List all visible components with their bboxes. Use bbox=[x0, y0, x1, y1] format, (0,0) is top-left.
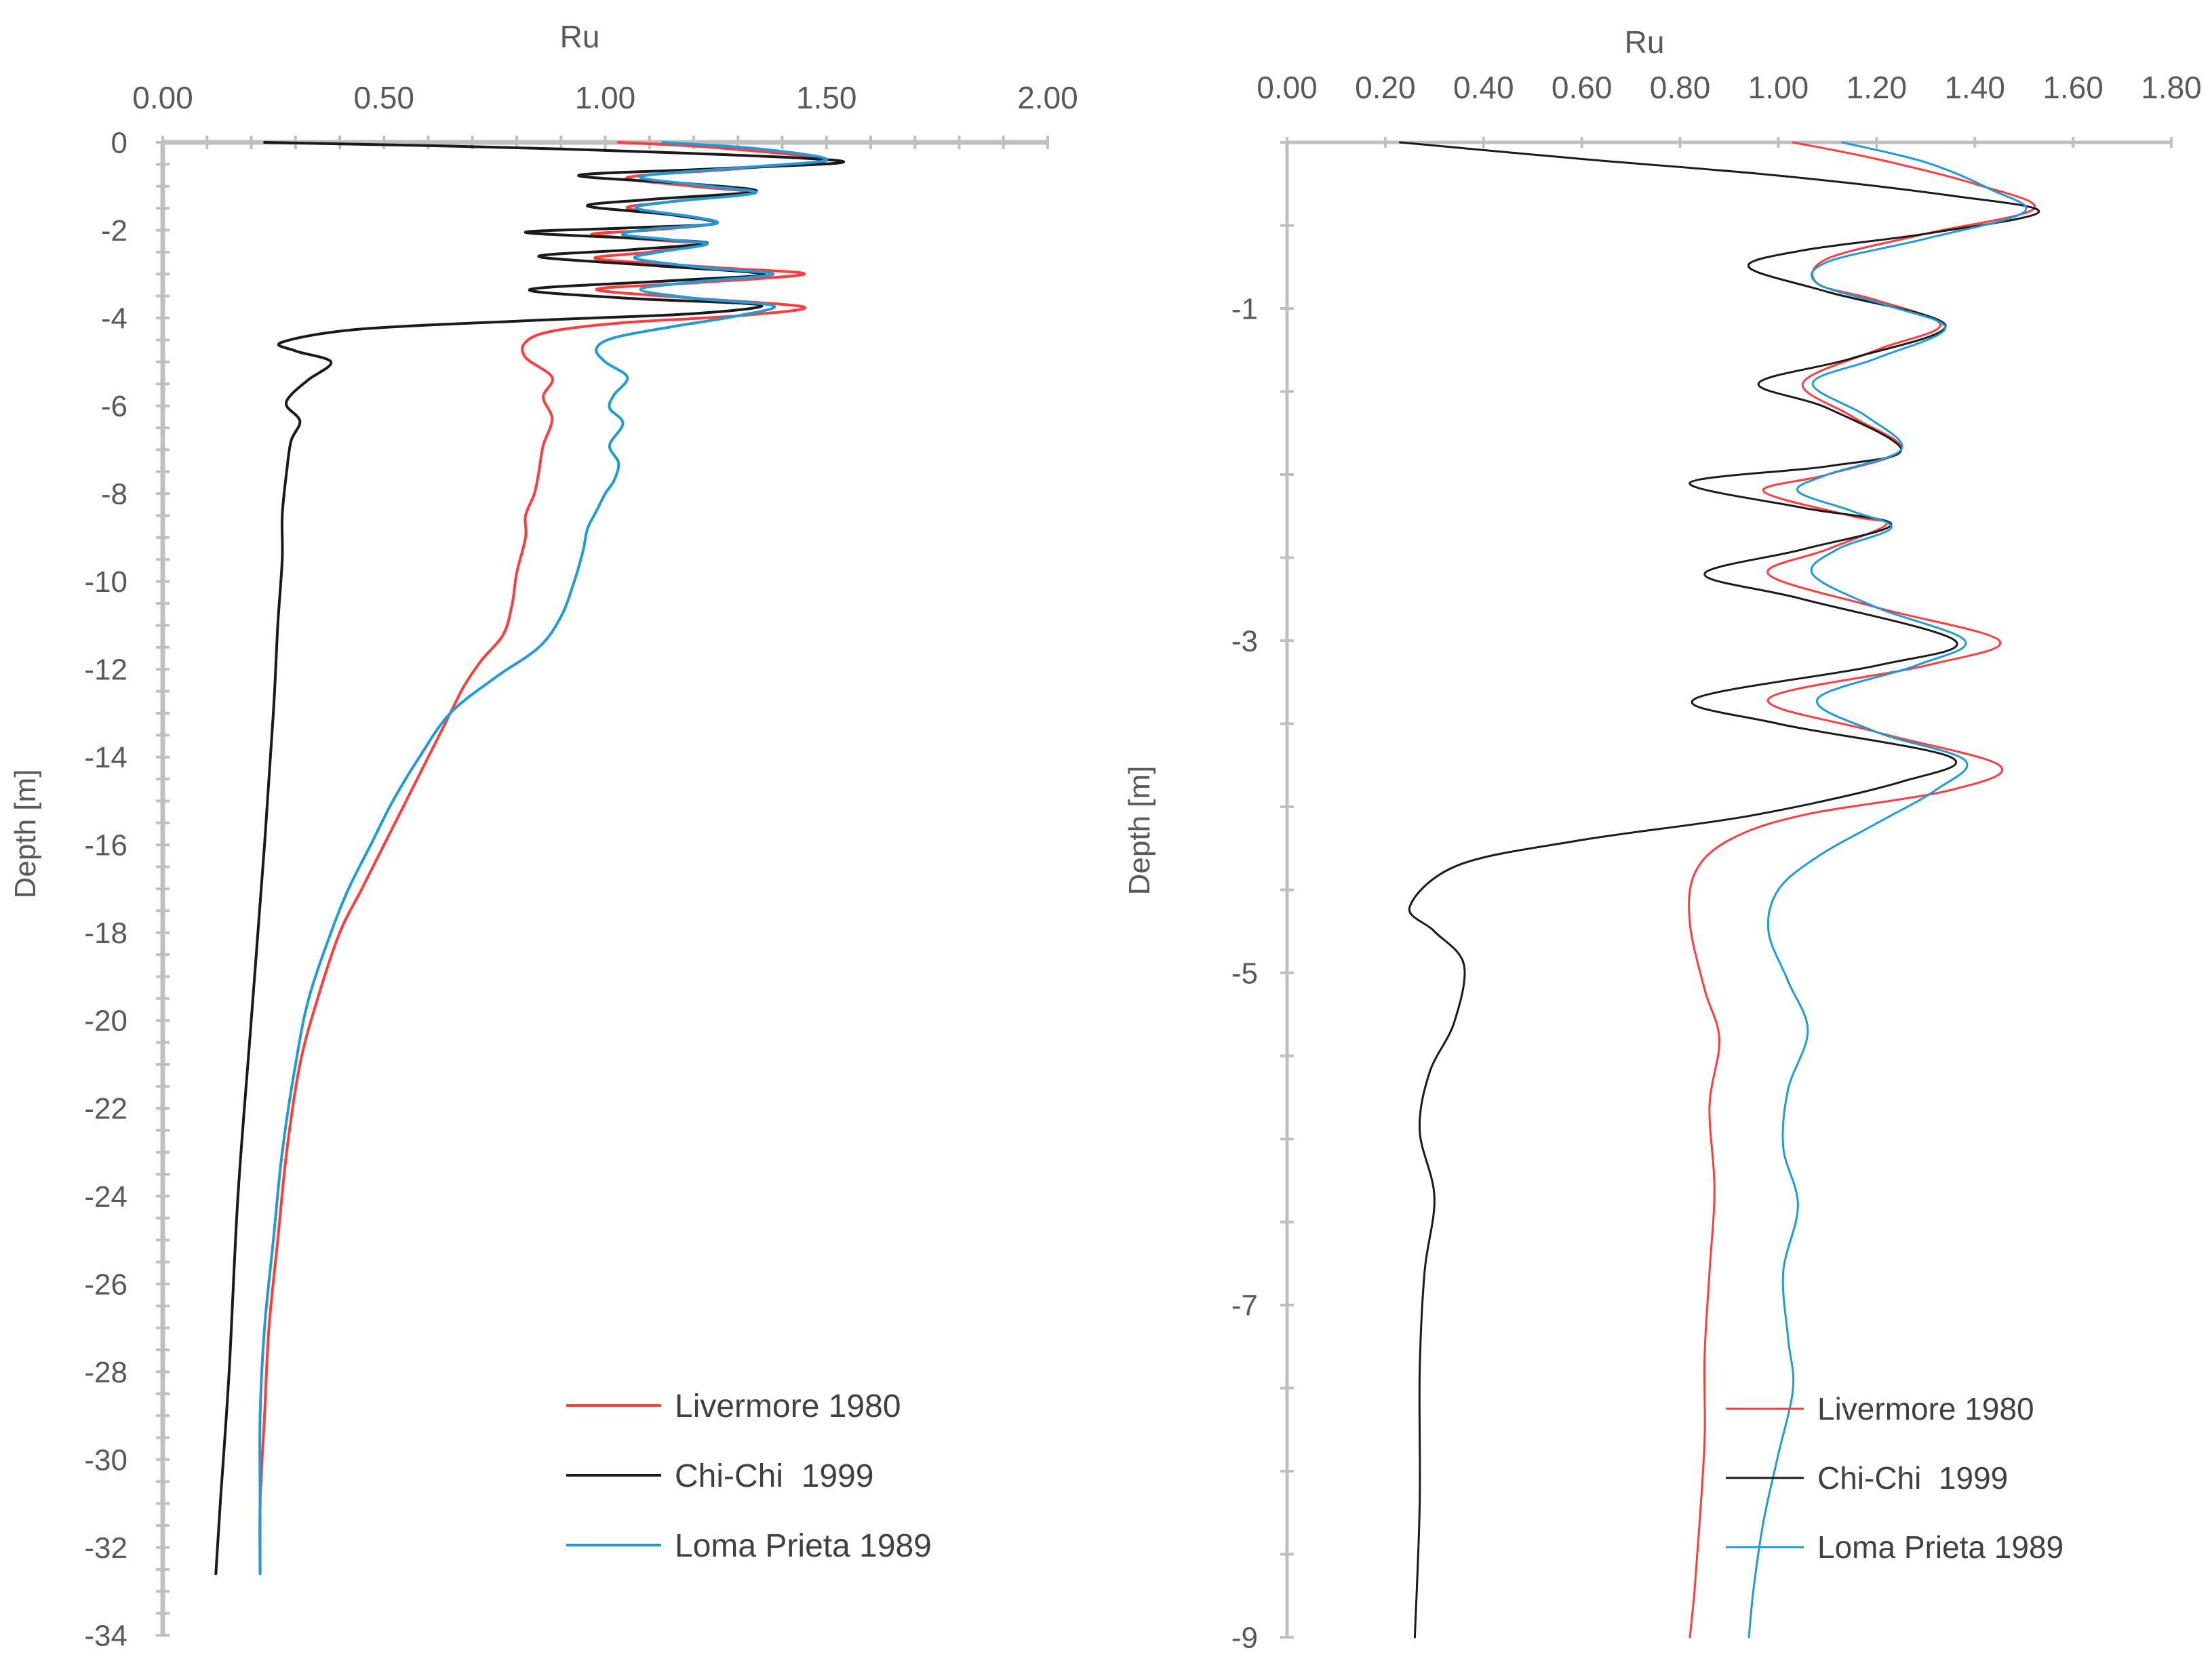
x-tick-label: 0.00 bbox=[132, 80, 193, 115]
x-tick-label: 2.00 bbox=[1017, 80, 1078, 115]
x-axis-title: Ru bbox=[560, 19, 600, 54]
x-tick-label: 1.40 bbox=[1944, 70, 2005, 105]
y-axis-title: Depth [m] bbox=[1123, 766, 1156, 896]
series-line-chi-chi-1999 bbox=[1399, 141, 2040, 1639]
y-tick-label: -14 bbox=[84, 741, 127, 774]
x-tick-label: 1.80 bbox=[2141, 70, 2202, 105]
series-line-chi-chi-1999 bbox=[214, 141, 846, 1576]
series-line-loma-prieta-1989 bbox=[258, 141, 828, 1576]
x-tick-label: 1.60 bbox=[2042, 70, 2104, 105]
x-tick-label: 1.20 bbox=[1846, 70, 1908, 105]
y-axis-title: Depth [m] bbox=[9, 769, 42, 899]
x-tick-label: 0.80 bbox=[1650, 70, 1711, 105]
y-tick-label: -24 bbox=[84, 1180, 127, 1214]
x-tick-label: 0.20 bbox=[1355, 70, 1416, 105]
legend-label-loma-prieta-1989: Loma Prieta 1989 bbox=[675, 1528, 932, 1564]
y-tick-label: -7 bbox=[1231, 1289, 1258, 1322]
y-tick-label: -10 bbox=[84, 565, 127, 599]
legend: Livermore 1980 Chi-Chi 1999 Loma Prieta 19… bbox=[1726, 1391, 2063, 1565]
y-tick-label: -32 bbox=[84, 1532, 127, 1565]
y-tick-label: -2 bbox=[101, 214, 127, 247]
legend: Livermore 1980 Chi-Chi 1999 Loma Prieta 19… bbox=[566, 1388, 932, 1564]
x-tick-label: 1.00 bbox=[575, 80, 636, 115]
x-tick-label: 0.50 bbox=[353, 80, 414, 115]
x-tick-label: 1.50 bbox=[796, 80, 857, 115]
y-tick-label: -22 bbox=[84, 1092, 127, 1125]
x-axis-title: Ru bbox=[1625, 24, 1665, 60]
x-tick-label: 0.40 bbox=[1453, 70, 1514, 105]
legend-label-livermore-1980: Livermore 1980 bbox=[675, 1388, 901, 1424]
x-tick-label: 0.60 bbox=[1552, 70, 1613, 105]
y-tick-label: -1 bbox=[1231, 292, 1258, 325]
y-tick-label: -18 bbox=[84, 917, 127, 950]
y-tick-label: -5 bbox=[1231, 957, 1258, 990]
legend-label-chi-chi-1999: Chi-Chi 1999 bbox=[675, 1458, 873, 1494]
chart-right: 0.00 0.20 0.40 0.60 0.80 1.00 1.20 1.40 1.60 1.80… bbox=[1123, 24, 2202, 1654]
chart-left: 0.00 0.50 1.00 1.50 2.00 0 -2 -4 -6 -8 -10 -12 -14 -1… bbox=[9, 19, 1078, 1652]
series-line-livermore-1980 bbox=[258, 141, 828, 1576]
legend-label-loma-prieta-1989: Loma Prieta 1989 bbox=[1817, 1529, 2063, 1565]
legend-label-chi-chi-1999: Chi-Chi 1999 bbox=[1817, 1460, 2008, 1496]
y-tick-label: -20 bbox=[84, 1005, 127, 1038]
y-tick-label: -8 bbox=[101, 478, 127, 511]
x-tick-label: 0.00 bbox=[1257, 70, 1318, 105]
legend-label-livermore-1980: Livermore 1980 bbox=[1817, 1391, 2034, 1426]
y-tick-label: -12 bbox=[84, 654, 127, 687]
y-tick-label: -9 bbox=[1231, 1621, 1258, 1654]
series-line-loma-prieta-1989 bbox=[1747, 141, 2028, 1639]
y-tick-label: -16 bbox=[84, 829, 127, 862]
y-tick-label: -3 bbox=[1231, 624, 1258, 658]
y-tick-label: -30 bbox=[84, 1443, 127, 1477]
y-tick-label: 0 bbox=[111, 126, 127, 159]
y-tick-label: -28 bbox=[84, 1356, 127, 1389]
y-tick-label: -4 bbox=[101, 302, 127, 335]
y-tick-label: -6 bbox=[101, 390, 127, 423]
x-tick-label: 1.00 bbox=[1748, 70, 1809, 105]
y-tick-label: -26 bbox=[84, 1268, 127, 1301]
y-tick-label: -34 bbox=[84, 1619, 127, 1652]
